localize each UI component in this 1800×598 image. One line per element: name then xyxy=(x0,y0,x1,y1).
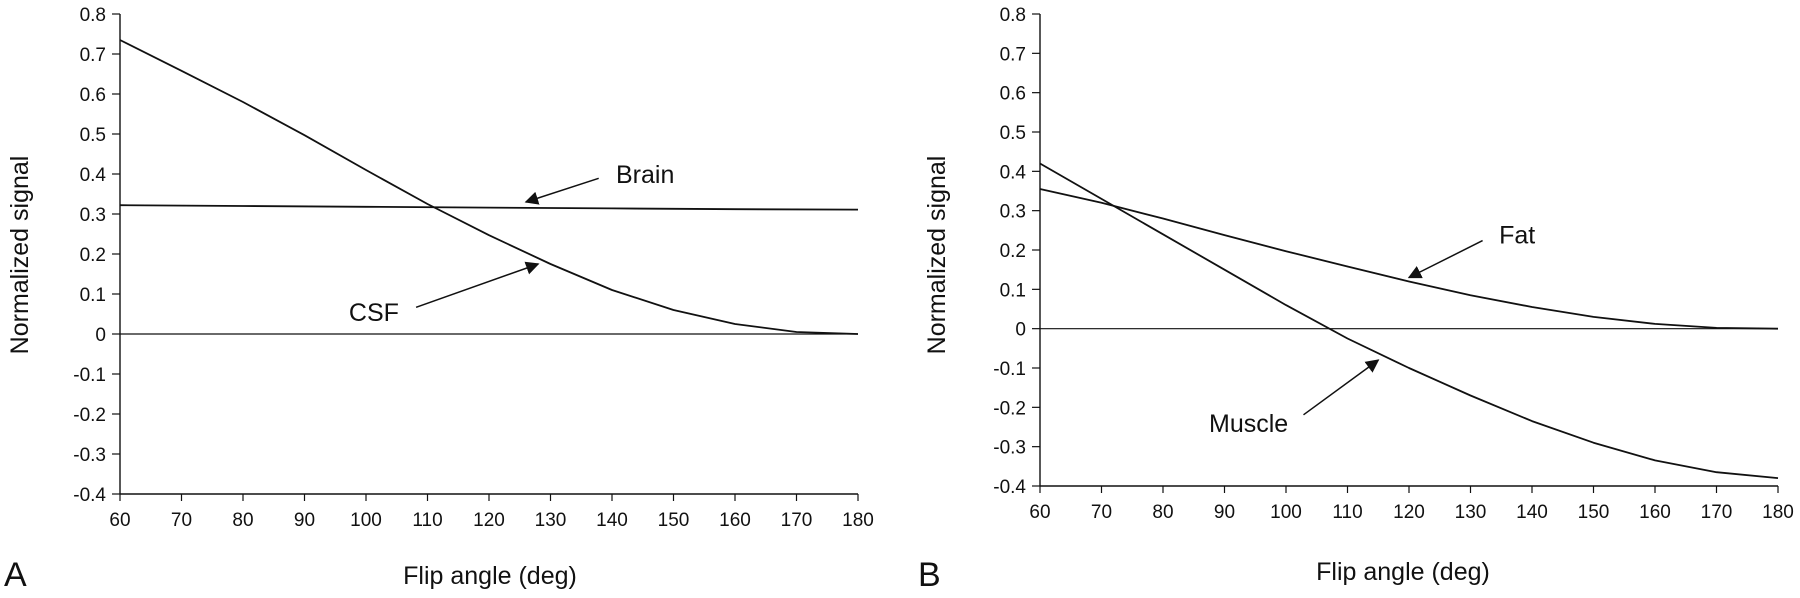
y-tick-label: 0.5 xyxy=(1000,123,1026,144)
series-line-brain xyxy=(119,204,859,211)
y-tick-label: 0.6 xyxy=(1000,84,1026,105)
y-tick-label: 0.4 xyxy=(1000,162,1027,183)
y-tick-label: 0.1 xyxy=(1000,280,1026,301)
panel-a: 0.8 0.7 0.6 0.5 0.4 0.3 0.2 0.1 0 -0.1 -0.2 -0.3 -0.… xyxy=(4,5,874,594)
y-tick-label: 0.3 xyxy=(1000,202,1026,223)
x-tick-label: 170 xyxy=(1701,502,1733,523)
y-tick-label: 0 xyxy=(95,325,106,346)
x-tick-label: 180 xyxy=(842,510,874,531)
x-tick-label: 120 xyxy=(473,510,505,531)
annotation-arrow-muscle xyxy=(1303,359,1380,416)
annotation-arrow-brain xyxy=(524,177,599,205)
y-tick-label: -0.4 xyxy=(73,485,106,506)
x-tick-label: 80 xyxy=(1152,502,1173,523)
y-tick-label: -0.4 xyxy=(993,477,1026,498)
panel-letter: B xyxy=(918,556,941,593)
x-tick-label: 100 xyxy=(1270,502,1302,523)
annotation-arrow-fat xyxy=(1407,239,1483,279)
y-tick-label: 0.2 xyxy=(80,245,106,266)
y-tick-label: -0.1 xyxy=(73,365,106,386)
x-tick-label: 80 xyxy=(232,510,253,531)
y-tick-label: -0.3 xyxy=(993,438,1026,459)
x-tick-label: 60 xyxy=(109,510,130,531)
y-tick-label: 0.7 xyxy=(1000,44,1026,65)
x-tick-label: 70 xyxy=(171,510,192,531)
x-tick-label: 90 xyxy=(1214,502,1235,523)
x-tick-label: 60 xyxy=(1029,502,1050,523)
y-tick-label: -0.2 xyxy=(73,405,106,426)
y-tick-label: 0.8 xyxy=(1000,5,1026,26)
x-axis-title: Flip angle (deg) xyxy=(1316,558,1490,586)
series-line-csf xyxy=(119,39,859,335)
y-axis-title: Normalized signal xyxy=(923,156,951,355)
x-tick-label: 160 xyxy=(1639,502,1671,523)
x-tick-label: 120 xyxy=(1393,502,1425,523)
y-tick-label: 0.7 xyxy=(80,45,106,66)
y-tick-label: 0.2 xyxy=(1000,241,1026,262)
x-tick-label: 110 xyxy=(1332,502,1362,523)
x-tick-label: 130 xyxy=(535,510,567,531)
y-tick-label: -0.1 xyxy=(993,359,1026,380)
x-tick-label: 180 xyxy=(1762,502,1794,523)
x-axis-title: Flip angle (deg) xyxy=(403,562,577,590)
annotation-arrow-csf xyxy=(415,261,540,309)
x-tick-label: 70 xyxy=(1091,502,1112,523)
y-tick-label: 0.8 xyxy=(80,5,106,26)
x-tick-label: 160 xyxy=(719,510,751,531)
x-tick-label: 130 xyxy=(1455,502,1487,523)
x-tick-label: 170 xyxy=(781,510,813,531)
annotation-label-muscle: Muscle xyxy=(1209,410,1288,438)
annotation-label-csf: CSF xyxy=(349,299,399,327)
y-axis-title: Normalized signal xyxy=(6,156,34,355)
x-tick-label: 90 xyxy=(294,510,315,531)
annotation-label-brain: Brain xyxy=(616,161,674,189)
y-tick-label: 0.6 xyxy=(80,85,106,106)
x-tick-label: 150 xyxy=(658,510,690,531)
panel-b: 0.8 0.7 0.6 0.5 0.4 0.3 0.2 0.1 0 -0.1 -0.2 -0.3 -0.… xyxy=(918,5,1794,594)
y-tick-label: 0 xyxy=(1015,320,1026,341)
series-line-muscle xyxy=(1039,162,1779,479)
x-tick-label: 140 xyxy=(1516,502,1548,523)
annotation-label-fat: Fat xyxy=(1499,221,1535,249)
y-tick-label: -0.3 xyxy=(73,445,106,466)
y-tick-label: 0.1 xyxy=(80,285,106,306)
y-tick-label: 0.4 xyxy=(80,165,107,186)
y-tick-label: 0.5 xyxy=(80,125,106,146)
x-tick-label: 140 xyxy=(596,510,628,531)
y-tick-label: 0.3 xyxy=(80,205,106,226)
x-tick-label: 110 xyxy=(412,510,442,531)
y-tick-label: -0.2 xyxy=(993,398,1026,419)
panel-letter: A xyxy=(4,556,27,593)
series-line-fat xyxy=(1039,188,1779,330)
x-tick-label: 150 xyxy=(1578,502,1610,523)
x-tick-label: 100 xyxy=(350,510,382,531)
